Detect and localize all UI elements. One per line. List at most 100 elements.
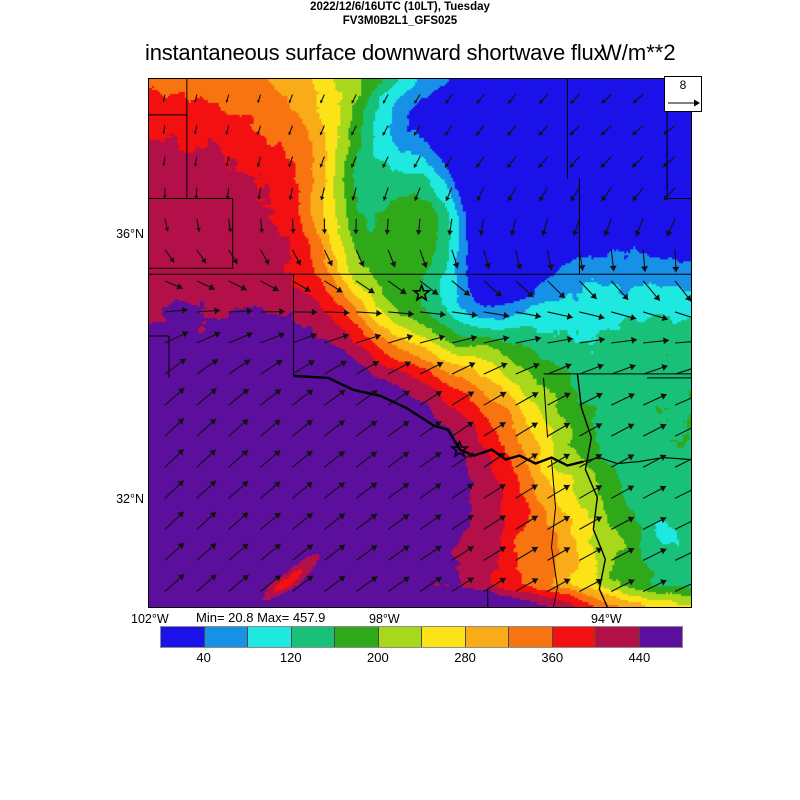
- wind-vector-head: [603, 230, 610, 237]
- units-label: W/m**2: [601, 40, 676, 65]
- wind-vector-head: [306, 513, 313, 520]
- wind-vector-head: [502, 335, 510, 343]
- wind-vector-head: [246, 307, 253, 315]
- wind-vector-head: [500, 362, 508, 369]
- wind-vector-head: [503, 311, 510, 319]
- wind-vector-head: [609, 265, 617, 272]
- wind-vector-head: [194, 195, 199, 199]
- wind-vector-head: [570, 130, 575, 136]
- wind-vector-head: [382, 196, 388, 201]
- wind-vector-head: [499, 391, 507, 398]
- colorbar-cell-9: [551, 627, 595, 647]
- wind-vector-head: [627, 454, 635, 461]
- wind-vector-head: [634, 230, 641, 237]
- wind-vector-head: [338, 576, 346, 583]
- wind-vector-head: [177, 480, 184, 487]
- wind-vector-head: [685, 294, 691, 302]
- wind-vector-head: [563, 392, 571, 399]
- wind-vector-head: [404, 361, 411, 368]
- colorbar[interactable]: [160, 626, 683, 648]
- wind-vector-head: [194, 99, 197, 103]
- wind-vector-head: [665, 230, 673, 237]
- wind-vector-head: [463, 289, 470, 296]
- colorbar-cell-1: [203, 627, 247, 647]
- wind-vector-head: [259, 228, 265, 233]
- wind-vector-head: [541, 230, 548, 236]
- wind-vector-head: [629, 363, 636, 371]
- wind-vector-head: [595, 547, 603, 554]
- wind-vector-head: [627, 423, 635, 430]
- wind-vector-head: [534, 335, 542, 343]
- wind-vector-head: [538, 131, 544, 136]
- wind-vector-head: [595, 454, 602, 461]
- wind-vector-head: [308, 360, 315, 367]
- wind-vector-head: [338, 482, 345, 489]
- wind-vector-head: [274, 389, 282, 396]
- wind-vector-head: [384, 229, 391, 235]
- wind-vector-head: [659, 423, 667, 430]
- wind-vector-head: [627, 485, 635, 492]
- wind-vector-head: [659, 516, 667, 524]
- wind-vector-head: [402, 483, 410, 490]
- wind-vector-head: [531, 453, 538, 460]
- wind-vector-head: [274, 419, 281, 426]
- wind-vector-head: [240, 284, 247, 291]
- wind-vector-head: [452, 262, 460, 269]
- station-star-south[interactable]: [449, 439, 470, 458]
- wind-vector-head: [241, 512, 249, 519]
- wind-vector-head: [306, 389, 314, 396]
- wind-vector-head: [468, 362, 476, 369]
- wind-vector-head: [632, 162, 637, 168]
- wind-vector-head: [476, 99, 481, 104]
- wind-vector-head: [578, 264, 586, 271]
- wind-vector-head: [196, 227, 201, 232]
- wind-vector-head: [319, 131, 324, 136]
- wind-vector-head: [214, 331, 221, 338]
- wind-vector-head: [507, 163, 512, 168]
- wind-vector-head: [225, 163, 229, 167]
- wind-vector-head: [445, 196, 451, 201]
- colorbar-tick-280: 280: [454, 650, 476, 665]
- wind-vector-head: [595, 516, 603, 523]
- wind-vector-head: [338, 420, 345, 427]
- wind-vector-head: [515, 263, 523, 270]
- wind-vector-head: [211, 359, 219, 366]
- wind-vector-head: [372, 361, 379, 368]
- wind-vector-head: [241, 481, 249, 488]
- wind-vector-head: [246, 331, 253, 339]
- wind-vector-head: [563, 484, 570, 491]
- wind-vector-head: [273, 481, 281, 488]
- map-plot-area[interactable]: [148, 78, 692, 608]
- colorbar-tick-360: 360: [541, 650, 564, 665]
- wind-vector-shaft: [674, 489, 691, 499]
- colorbar-cell-4: [334, 627, 378, 647]
- wind-vector-head: [288, 163, 292, 168]
- wind-vector-head: [590, 292, 597, 299]
- wind-vector-head: [414, 131, 418, 136]
- wind-vector-head: [177, 542, 185, 550]
- station-markers[interactable]: [149, 79, 691, 607]
- wind-vector-head: [598, 313, 605, 321]
- wind-vector-head: [399, 287, 407, 294]
- wind-vector-head: [531, 515, 538, 522]
- boundary-line: [551, 459, 556, 508]
- wind-vector-head: [563, 516, 570, 523]
- colorbar-cell-6: [421, 627, 465, 647]
- wind-vector-head: [243, 359, 251, 366]
- wind-vector-head: [306, 544, 313, 551]
- boundary-line: [576, 373, 608, 607]
- wind-vector-head: [663, 337, 669, 345]
- station-star-north[interactable]: [411, 283, 432, 302]
- wind-vector-head: [595, 578, 603, 585]
- wind-vector-head: [382, 131, 387, 136]
- wind-vector-head: [601, 195, 607, 201]
- wind-vector-head: [209, 418, 217, 426]
- wind-vector-head: [278, 332, 285, 339]
- wind-vector-head: [641, 266, 648, 272]
- wind-vector-head: [162, 163, 166, 166]
- wind-vector-head: [169, 257, 175, 263]
- wind-vector-shaft: [674, 552, 691, 561]
- wind-vector-head: [627, 516, 635, 523]
- colorbar-cell-11: [638, 627, 682, 647]
- wind-vector-head: [306, 450, 313, 457]
